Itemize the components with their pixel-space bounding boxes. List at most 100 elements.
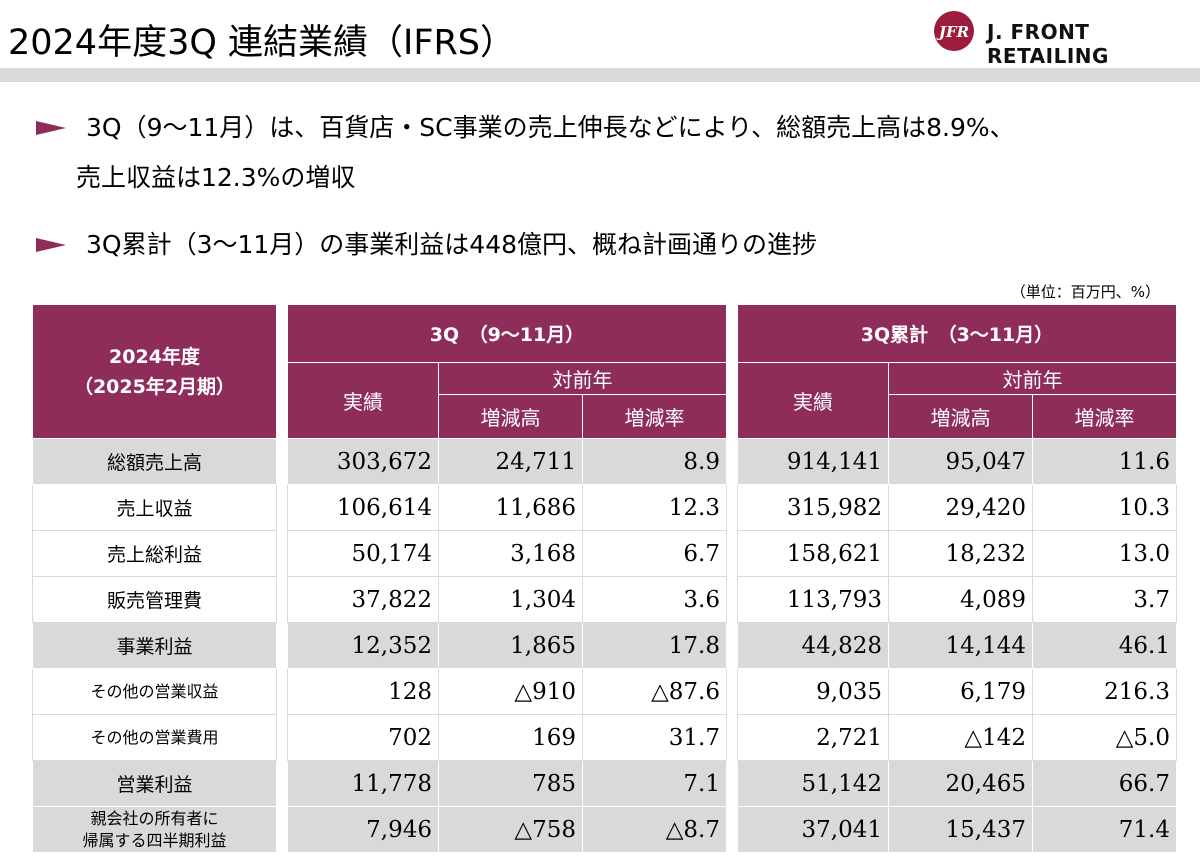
bullet-1-line-2: 売上収益は12.3%の増収 bbox=[76, 163, 356, 192]
cell: 158,621 bbox=[737, 530, 889, 577]
row-label: 事業利益 bbox=[32, 622, 277, 669]
corner-line-1: 2024年度 bbox=[109, 345, 200, 368]
cell: 8.9 bbox=[582, 438, 727, 485]
cell: 29,420 bbox=[888, 484, 1033, 531]
table-row: その他の営業費用 702 169 31.7 2,721 △142 △5.0 bbox=[32, 714, 1177, 761]
table-row: 総額売上高 303,672 24,711 8.9 914,141 95,047 … bbox=[32, 438, 1177, 485]
group-3q-header: 3Q （9～11月） bbox=[287, 304, 727, 363]
cell: 169 bbox=[438, 714, 583, 761]
bullet-1-line-1: 3Q（9～11月）は、百貨店・SC事業の売上伸長などにより、総額売上高は8.9%… bbox=[86, 113, 1015, 142]
col-diff-3q: 増減高 bbox=[438, 394, 583, 439]
company-name: J. FRONT RETAILING bbox=[987, 20, 1109, 68]
cell: 7.1 bbox=[582, 760, 727, 807]
cell: 20,465 bbox=[888, 760, 1033, 807]
table-row: 売上総利益 50,174 3,168 6.7 158,621 18,232 13… bbox=[32, 530, 1177, 577]
col-actual-3q: 実績 bbox=[287, 362, 439, 439]
cell: 128 bbox=[287, 668, 439, 715]
cell: △142 bbox=[888, 714, 1033, 761]
logo-mark-text: JFR bbox=[936, 23, 969, 41]
cell: △910 bbox=[438, 668, 583, 715]
col-yoy-cum: 対前年 bbox=[888, 362, 1177, 395]
col-diff-cum: 増減高 bbox=[888, 394, 1033, 439]
cell: 3,168 bbox=[438, 530, 583, 577]
cell: 15,437 bbox=[888, 806, 1033, 853]
row-label: 販売管理費 bbox=[32, 576, 277, 623]
cell: 315,982 bbox=[737, 484, 889, 531]
bullet-arrow-icon bbox=[36, 238, 66, 252]
page-title: 2024年度3Q 連結業績（IFRS） bbox=[8, 23, 516, 63]
cell: 785 bbox=[438, 760, 583, 807]
cell: 6,179 bbox=[888, 668, 1033, 715]
cell: 31.7 bbox=[582, 714, 727, 761]
bullet-1: 3Q（9～11月）は、百貨店・SC事業の売上伸長などにより、総額売上高は8.9%… bbox=[36, 113, 1186, 193]
cell: 1,865 bbox=[438, 622, 583, 669]
row-label-line-1: 親会社の所有者に bbox=[90, 808, 219, 828]
cell: 10.3 bbox=[1032, 484, 1177, 531]
cell: 66.7 bbox=[1032, 760, 1177, 807]
cell: 50,174 bbox=[287, 530, 439, 577]
row-label-line-2: 帰属する四半期利益 bbox=[82, 830, 227, 850]
cell: 3.6 bbox=[582, 576, 727, 623]
table-corner-header: 2024年度 （2025年2月期） bbox=[32, 304, 277, 439]
col-actual-cum: 実績 bbox=[737, 362, 889, 439]
cell: 4,089 bbox=[888, 576, 1033, 623]
row-label: その他の営業費用 bbox=[32, 714, 277, 761]
cell: 3.7 bbox=[1032, 576, 1177, 623]
cell: 702 bbox=[287, 714, 439, 761]
unit-note: （単位：百万円、%） bbox=[1010, 283, 1160, 301]
results-table: 2024年度 （2025年2月期） 3Q （9～11月） 3Q累計 （3～11月… bbox=[32, 304, 1177, 853]
cell: 113,793 bbox=[737, 576, 889, 623]
cell: 12,352 bbox=[287, 622, 439, 669]
cell: 2,721 bbox=[737, 714, 889, 761]
cell: 14,144 bbox=[888, 622, 1033, 669]
cell: 37,822 bbox=[287, 576, 439, 623]
cell: 18,232 bbox=[888, 530, 1033, 577]
bullet-arrow-icon bbox=[36, 121, 66, 135]
table-row: 売上収益 106,614 11,686 12.3 315,982 29,420 … bbox=[32, 484, 1177, 531]
row-label: 売上総利益 bbox=[32, 530, 277, 577]
cell: △87.6 bbox=[582, 668, 727, 715]
cell: 37,041 bbox=[737, 806, 889, 853]
cell: 51,142 bbox=[737, 760, 889, 807]
title-divider bbox=[0, 68, 1200, 82]
cell: 6.7 bbox=[582, 530, 727, 577]
row-label-two-line: 親会社の所有者に 帰属する四半期利益 bbox=[32, 806, 277, 853]
col-yoy-3q: 対前年 bbox=[438, 362, 727, 395]
row-label: 総額売上高 bbox=[32, 438, 277, 485]
table-row: 営業利益 11,778 785 7.1 51,142 20,465 66.7 bbox=[32, 760, 1177, 807]
table-row: その他の営業収益 128 △910 △87.6 9,035 6,179 216.… bbox=[32, 668, 1177, 715]
row-label: その他の営業収益 bbox=[32, 668, 277, 715]
cell: △758 bbox=[438, 806, 583, 853]
cell: 71.4 bbox=[1032, 806, 1177, 853]
cell: 7,946 bbox=[287, 806, 439, 853]
cell: 46.1 bbox=[1032, 622, 1177, 669]
cell: 106,614 bbox=[287, 484, 439, 531]
col-rate-3q: 増減率 bbox=[582, 394, 727, 439]
table-row: 販売管理費 37,822 1,304 3.6 113,793 4,089 3.7 bbox=[32, 576, 1177, 623]
bullet-2-line-1: 3Q累計（3～11月）の事業利益は448億円、概ね計画通りの進捗 bbox=[86, 230, 818, 259]
cell: 95,047 bbox=[888, 438, 1033, 485]
table-row: 親会社の所有者に 帰属する四半期利益 7,946 △758 △8.7 37,04… bbox=[32, 806, 1177, 853]
cell: △5.0 bbox=[1032, 714, 1177, 761]
cell: 44,828 bbox=[737, 622, 889, 669]
cell: △8.7 bbox=[582, 806, 727, 853]
cell: 1,304 bbox=[438, 576, 583, 623]
cell: 9,035 bbox=[737, 668, 889, 715]
cell: 17.8 bbox=[582, 622, 727, 669]
group-3q-cumulative-header: 3Q累計 （3～11月） bbox=[737, 304, 1177, 363]
company-logo-icon: JFR bbox=[934, 11, 974, 51]
cell: 303,672 bbox=[287, 438, 439, 485]
col-rate-cum: 増減率 bbox=[1032, 394, 1177, 439]
cell: 24,711 bbox=[438, 438, 583, 485]
cell: 11,778 bbox=[287, 760, 439, 807]
row-label: 売上収益 bbox=[32, 484, 277, 531]
cell: 13.0 bbox=[1032, 530, 1177, 577]
corner-line-2: （2025年2月期） bbox=[73, 375, 236, 398]
cell: 11.6 bbox=[1032, 438, 1177, 485]
cell: 11,686 bbox=[438, 484, 583, 531]
row-label: 営業利益 bbox=[32, 760, 277, 807]
bullet-2: 3Q累計（3～11月）の事業利益は448億円、概ね計画通りの進捗 bbox=[36, 230, 1186, 266]
cell: 216.3 bbox=[1032, 668, 1177, 715]
table-row: 事業利益 12,352 1,865 17.8 44,828 14,144 46.… bbox=[32, 622, 1177, 669]
cell: 12.3 bbox=[582, 484, 727, 531]
